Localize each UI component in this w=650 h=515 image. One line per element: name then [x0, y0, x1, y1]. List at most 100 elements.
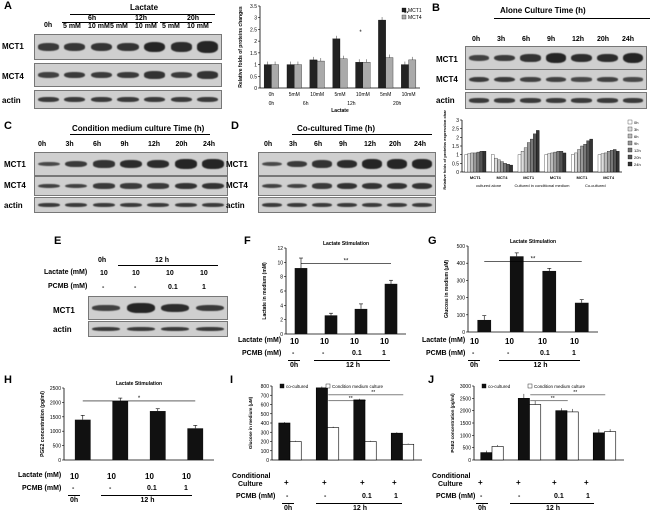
j-cond-value: + — [584, 478, 589, 487]
b-bar — [473, 152, 478, 173]
e-lactate-value: 10 — [132, 270, 140, 277]
j-bar — [517, 398, 530, 461]
a-bar — [263, 64, 272, 89]
j-y-tick-label: 500 — [463, 446, 472, 452]
panel-label-c: C — [4, 120, 12, 132]
d-header: Co-cultured Time (h) — [297, 124, 376, 133]
blot-band — [622, 77, 644, 82]
a-bar — [316, 60, 325, 89]
chart-j: 0 500 1000 1500 2000 2500 3000 PGE2 concentrati… — [450, 383, 624, 464]
a-time-underline — [110, 22, 158, 23]
g-zero-label: 0h — [470, 362, 479, 369]
blot-band — [311, 160, 332, 168]
i-bar — [327, 427, 340, 461]
blot-band — [362, 202, 383, 208]
i-y-tick-label: 0 — [266, 458, 269, 464]
d-blot-actin — [258, 197, 436, 213]
a-time-underline — [160, 22, 212, 23]
j-pcmb-value: - — [518, 493, 521, 500]
f-lactate-value: 10 — [350, 337, 359, 346]
b-legend-label: 9h — [634, 141, 638, 146]
a-y-label: Relative folds of proteins changes — [238, 6, 244, 88]
b-blot-mct4 — [465, 69, 647, 90]
f-bar — [354, 308, 368, 334]
d-time-label: 6h — [314, 141, 323, 148]
f-time-line — [314, 360, 390, 361]
b-bar — [520, 151, 525, 173]
blot-band — [412, 182, 433, 190]
b-y-tick-label: 0 — [456, 170, 459, 176]
blot-band — [311, 202, 332, 208]
chart-b: 0 0.5 1 1.5 2 2.5 3 Relative folds of proteins … — [442, 110, 641, 190]
g-bar — [542, 270, 557, 332]
f-y-tick-label: 8 — [280, 275, 283, 281]
b-legend-label: 12h — [634, 148, 641, 153]
b-bar — [616, 151, 620, 173]
blot-band — [520, 76, 541, 83]
i-cond-label: Conditional — [232, 473, 271, 480]
a-x-tick-label: 5mM — [380, 92, 391, 98]
f-zero-line — [288, 360, 300, 361]
j-cond-label: Culture — [438, 481, 463, 488]
blot-band — [261, 202, 282, 208]
j-y-tick-label: 3000 — [460, 384, 471, 390]
i-pcmb-value: - — [324, 493, 327, 500]
blot-band — [143, 41, 166, 53]
b-group-label: Co-cultured — [585, 183, 606, 188]
i-y-tick-label: 400 — [261, 421, 270, 427]
b-bar — [571, 154, 575, 173]
blot-band — [170, 71, 192, 79]
b-bar — [603, 152, 608, 173]
b-bar — [536, 130, 540, 173]
blot-band — [37, 161, 60, 167]
c-time-label: 9h — [120, 141, 129, 148]
a-bar — [378, 19, 386, 89]
b-x-tick-label: MCT1 — [523, 175, 535, 180]
a-y-tick-label: 0.5 — [250, 74, 257, 80]
a-y-tick-label: 1.5 — [250, 51, 257, 57]
g-pcmb-value: 0.1 — [540, 350, 550, 357]
blot-band — [37, 43, 59, 51]
i-cond-label: Culture — [238, 481, 263, 488]
d-time-label: 12h — [364, 141, 377, 148]
a-time-0: 6h — [88, 15, 97, 22]
b-bar — [586, 140, 590, 173]
f-pcmb-value: 1 — [382, 350, 386, 357]
b-time-label: 12h — [572, 36, 585, 43]
i-cond-value: + — [360, 478, 365, 487]
b-bar — [500, 161, 504, 173]
g-y-label: Glucose in medium (μM) — [444, 260, 450, 318]
d-time-label: 20h — [389, 141, 402, 148]
a-dose-label: 5 mM — [162, 23, 180, 30]
blot-band — [143, 71, 166, 79]
f-y-tick-label: 10 — [277, 260, 283, 266]
j-bar — [491, 446, 504, 461]
blot-band — [147, 159, 170, 169]
e-pcmb-value: 0.1 — [168, 284, 178, 291]
blot-band — [117, 42, 139, 52]
c-blot-actin — [34, 197, 228, 213]
h-pcmb-value: 1 — [184, 485, 188, 492]
j-y-tick-label: 1500 — [460, 421, 471, 427]
i-legend-label: Condition medium culture — [332, 384, 384, 389]
b-x-tick-label: MCT4 — [603, 175, 615, 180]
blot-band — [174, 202, 197, 208]
a-y-tick-label: 3 — [254, 16, 257, 22]
i-time-line — [316, 503, 402, 504]
h-time-line — [101, 495, 192, 496]
i-pcmb-value: - — [286, 493, 289, 500]
blot-band — [195, 326, 224, 332]
h-zero-label: 0h — [70, 497, 79, 504]
b-time-label: 24h — [622, 36, 635, 43]
g-pcmb-label: PCMB (mM) — [426, 350, 466, 357]
j-bar — [480, 452, 493, 461]
g-time-line — [499, 360, 580, 361]
h-bar — [149, 411, 166, 460]
i-y-tick-label: 800 — [261, 384, 270, 390]
time-header-line — [494, 18, 650, 19]
b-row-actin: actin — [436, 96, 455, 105]
h-pcmb-label: PCMB (mM) — [22, 485, 62, 492]
f-lactate-value: 10 — [320, 337, 329, 346]
e-zero: 0h — [98, 257, 107, 264]
b-bar — [544, 154, 548, 173]
